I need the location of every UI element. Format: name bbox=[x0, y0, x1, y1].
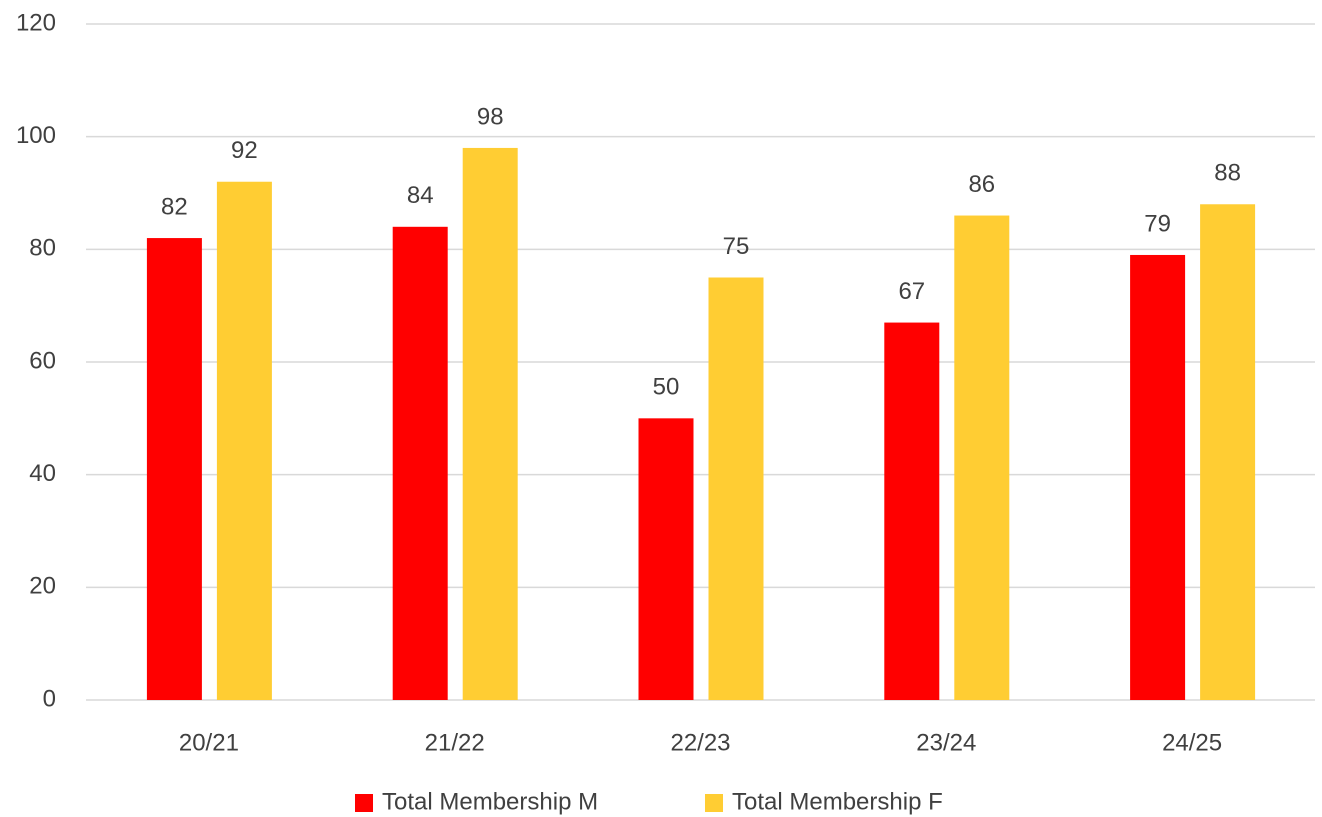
y-tick-label: 0 bbox=[43, 685, 56, 712]
bar bbox=[884, 322, 940, 700]
data-label: 50 bbox=[653, 374, 680, 401]
x-tick-label: 24/25 bbox=[1162, 729, 1222, 756]
data-label: 82 bbox=[161, 193, 188, 220]
y-tick-label: 20 bbox=[29, 573, 56, 600]
bar bbox=[1130, 254, 1186, 700]
data-label: 79 bbox=[1144, 210, 1171, 237]
data-label: 86 bbox=[968, 171, 995, 198]
bar bbox=[954, 215, 1010, 701]
y-tick-label: 80 bbox=[29, 235, 56, 262]
y-tick-label: 100 bbox=[16, 122, 56, 149]
y-tick-label: 120 bbox=[16, 9, 56, 36]
legend-label: Total Membership F bbox=[732, 788, 943, 815]
x-tick-label: 21/22 bbox=[425, 729, 485, 756]
y-tick-label: 40 bbox=[29, 460, 56, 487]
bar bbox=[216, 181, 272, 700]
bar bbox=[708, 277, 764, 700]
data-label: 88 bbox=[1214, 160, 1241, 187]
bar bbox=[638, 418, 694, 700]
legend-swatch bbox=[355, 794, 373, 812]
data-label: 75 bbox=[723, 233, 750, 260]
data-label: 84 bbox=[407, 182, 434, 209]
y-tick-label: 60 bbox=[29, 347, 56, 374]
x-tick-label: 23/24 bbox=[916, 729, 976, 756]
legend-label: Total Membership M bbox=[382, 788, 598, 815]
bar bbox=[462, 147, 518, 700]
data-label: 67 bbox=[898, 278, 925, 305]
bar bbox=[392, 226, 448, 701]
bar bbox=[1200, 204, 1256, 700]
data-label: 98 bbox=[477, 103, 504, 130]
x-tick-label: 22/23 bbox=[670, 729, 730, 756]
data-label: 92 bbox=[231, 137, 258, 164]
x-tick-label: 20/21 bbox=[179, 729, 239, 756]
legend-swatch bbox=[705, 794, 723, 812]
bar bbox=[146, 238, 202, 701]
